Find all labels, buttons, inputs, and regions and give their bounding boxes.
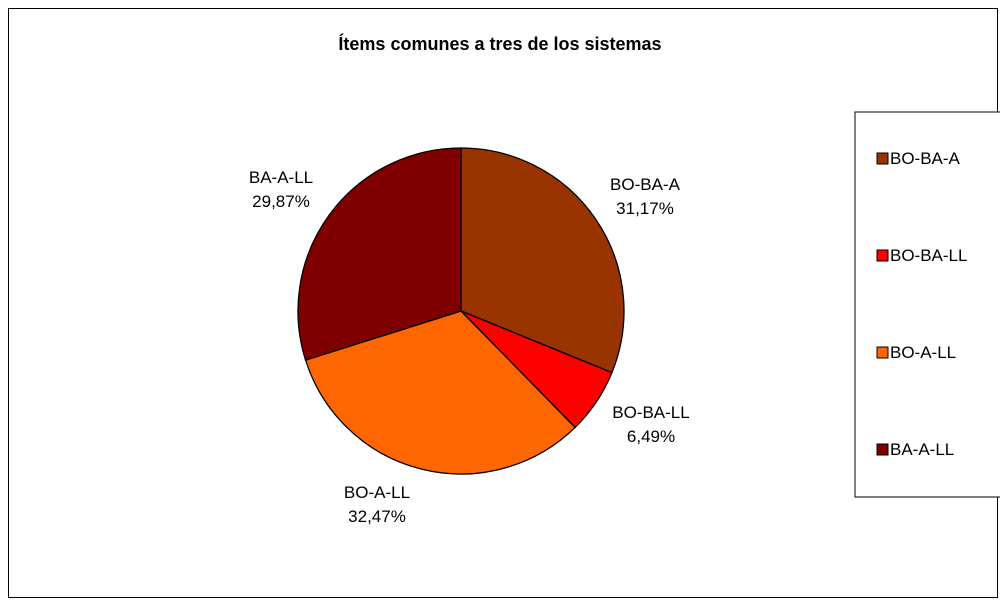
slice-labels: BO-BA-A 31,17% BO-BA-LL 6,49% BO-A-LL 32,47% B… (249, 168, 690, 526)
legend-swatch (876, 152, 889, 165)
pie-slices (297, 147, 625, 475)
slice-label-percent: 31,17% (616, 199, 674, 218)
slice-label-name: BO-BA-LL (612, 403, 689, 422)
pie-slice-bo-ba-a (460, 147, 625, 374)
legend-box (854, 111, 1000, 498)
pie-slice-bo-a-ll (304, 310, 577, 475)
legend-label: BO-BA-LL (890, 246, 967, 265)
slice-label-percent: 32,47% (348, 507, 406, 526)
legend: BO-BA-A BO-BA-LL BO-A-LL BA-A-LL (854, 111, 1000, 498)
slice-label-percent: 6,49% (627, 427, 675, 446)
legend-label: BA-A-LL (890, 440, 954, 459)
legend-swatch (876, 249, 889, 262)
legend-label: BO-BA-A (890, 149, 961, 168)
slice-label-name: BA-A-LL (249, 168, 313, 187)
slice-label-name: BO-BA-A (610, 175, 681, 194)
slice-label-name: BO-A-LL (344, 483, 410, 502)
chart-title: Ítems comunes a tres de los sistemas (338, 33, 661, 54)
legend-swatch (876, 443, 889, 456)
pie-slice-ba-a-ll (297, 147, 462, 361)
slice-label-percent: 29,87% (252, 192, 310, 211)
legend-label: BO-A-LL (890, 343, 956, 362)
legend-swatch (876, 346, 889, 359)
